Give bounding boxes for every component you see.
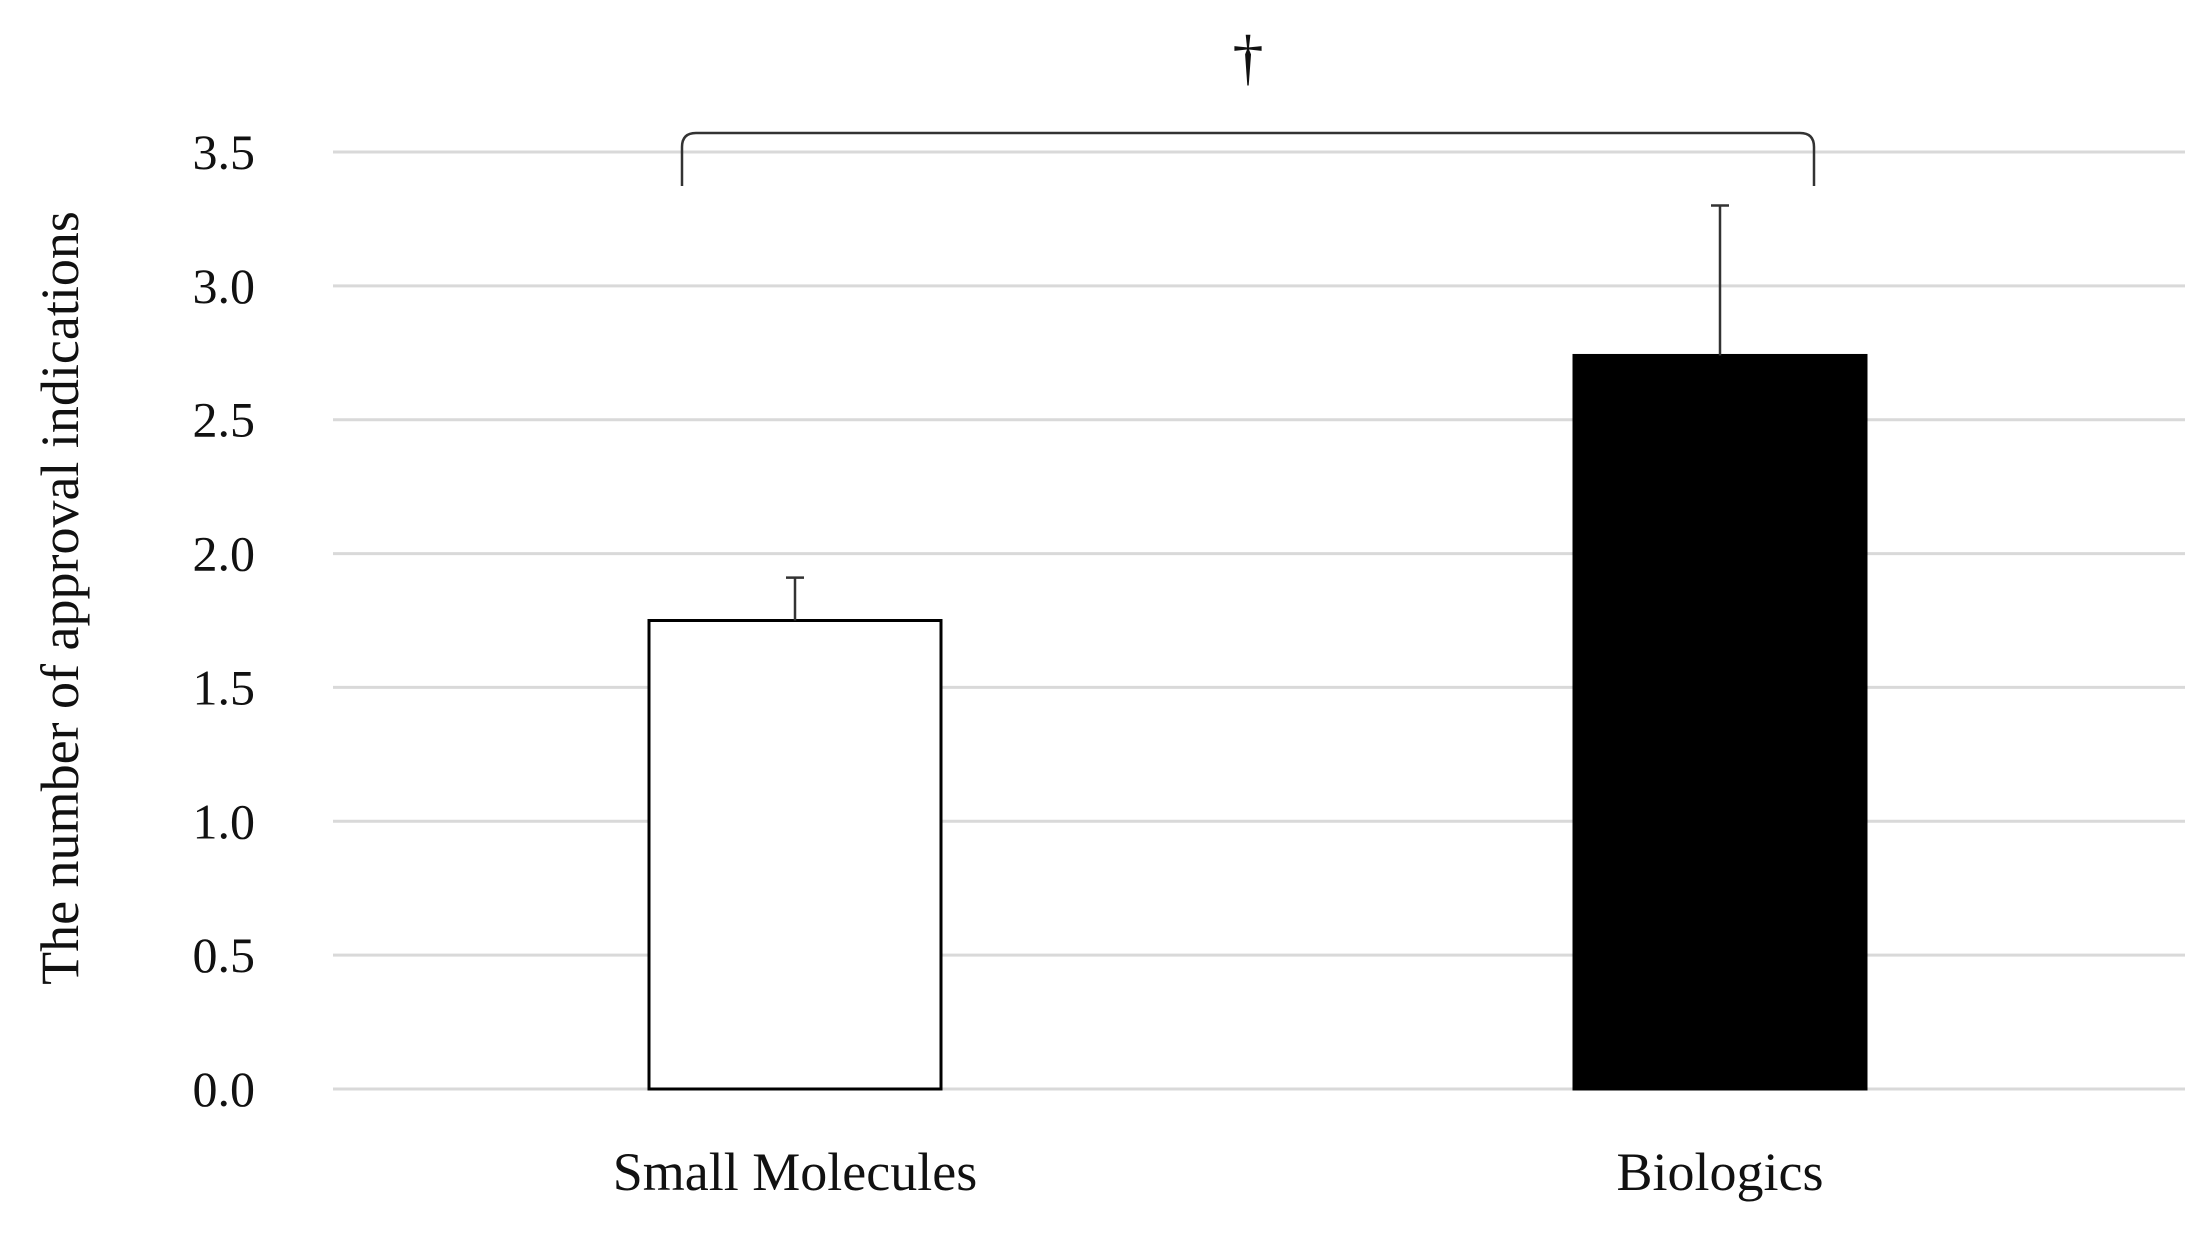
y-tick-label: 2.0 xyxy=(193,526,256,582)
bracket-line xyxy=(680,131,1816,186)
gridlines xyxy=(333,150,2185,1091)
y-tick-label: 2.5 xyxy=(193,392,256,448)
y-axis-title: The number of approval indications xyxy=(30,211,90,985)
x-category-labels: Small Molecules Biologics xyxy=(613,1142,1824,1202)
y-tick-label: 3.5 xyxy=(193,124,256,180)
y-tick-labels: 0.0 0.5 1.0 1.5 2.0 2.5 3.0 3.5 xyxy=(193,124,256,1117)
y-tick-label: 3.0 xyxy=(193,258,256,314)
y-tick-label: 0.5 xyxy=(193,927,256,983)
x-category-label: Biologics xyxy=(1616,1142,1823,1202)
y-tick-label: 1.0 xyxy=(193,793,256,849)
bars xyxy=(647,353,1868,1091)
x-category-label: Small Molecules xyxy=(613,1142,977,1202)
bar-small-molecules xyxy=(647,619,943,1091)
significance-bracket: † xyxy=(680,24,1816,186)
error-bars xyxy=(786,204,1729,621)
y-tick-label: 1.5 xyxy=(193,659,256,715)
y-tick-label: 0.0 xyxy=(193,1061,256,1117)
bar-biologics xyxy=(1572,353,1868,1091)
significance-symbol: † xyxy=(1233,24,1264,92)
